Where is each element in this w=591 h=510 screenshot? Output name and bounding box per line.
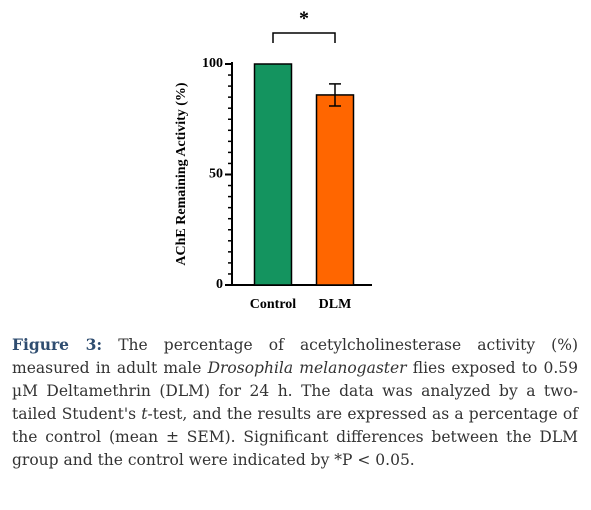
significance-label: * [299, 8, 309, 30]
significance-bracket [272, 32, 336, 43]
y-tick-label: 100 [202, 56, 223, 71]
y-tick-label: 50 [209, 167, 223, 182]
caption-text: flies exposed to 0.59 µM Deltamethrin (D… [12, 359, 578, 423]
x-tick-label: Control [250, 297, 297, 312]
caption-italic: t [141, 405, 148, 423]
caption-italic: Drosophila melanogaster [207, 359, 407, 377]
chart: AChE Remaining Activity (%) 0 50 100 Contro… [174, 8, 372, 312]
figure-caption: Figure 3: The percentage of acetylcholin… [12, 333, 578, 472]
bar [315, 94, 355, 286]
caption-text: -test, and the results are expressed as … [12, 405, 578, 469]
caption-text: The percentage of acetylcholinesterase a… [12, 336, 578, 377]
bar [253, 63, 293, 286]
x-tick-label: DLM [319, 297, 352, 312]
caption-label: Figure 3: [12, 335, 103, 354]
y-tick-label: 0 [216, 277, 223, 292]
y-axis-label: AChE Remaining Activity (%) [174, 82, 189, 266]
